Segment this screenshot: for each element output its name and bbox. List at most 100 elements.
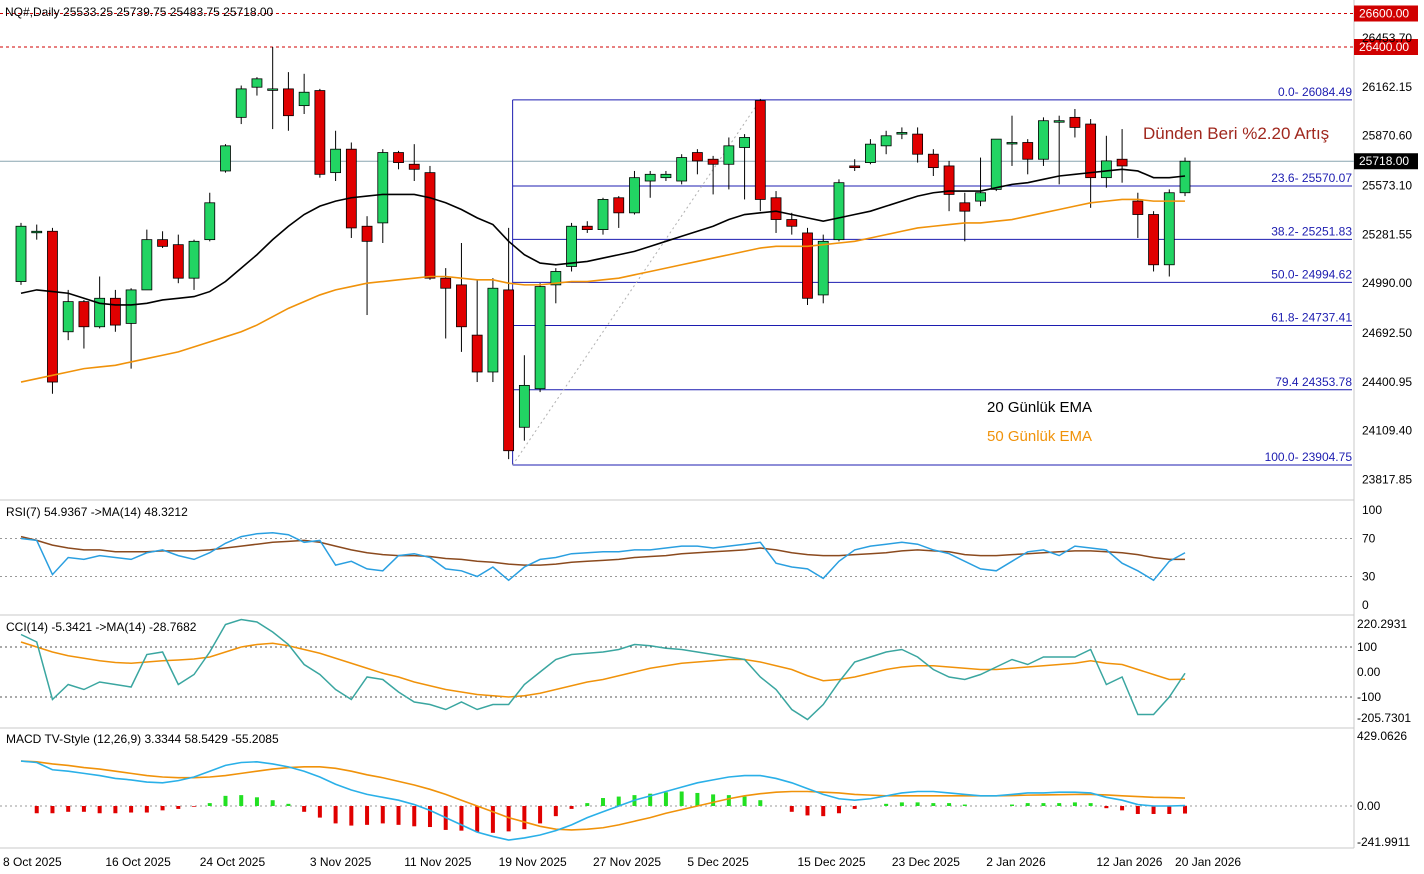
macd-hist-bar-negative (50, 806, 55, 814)
bearish-candle (314, 90, 326, 175)
current-price-tag (1354, 153, 1418, 170)
macd-hist-bar-positive (915, 802, 920, 806)
macd-hist-bar-negative (97, 806, 102, 814)
macd-hist-bar-positive (726, 795, 731, 806)
bullish-candle (990, 138, 1002, 190)
current-price-label: 25718.00 (1359, 154, 1409, 168)
macd-hist-bar-positive (947, 803, 952, 806)
macd-hist-bar-negative (459, 806, 464, 831)
bullish-candle (723, 145, 735, 165)
macd-hist-bar-negative (317, 806, 322, 818)
price-tick-label: 26162.15 (1362, 80, 1412, 94)
bullish-candle (377, 152, 389, 224)
date-tick-label: 2 Jan 2026 (986, 855, 1046, 869)
bullish-candle (94, 297, 106, 328)
bearish-candle (109, 297, 121, 326)
bearish-candle (1148, 214, 1159, 266)
rsi-line (20, 532, 1186, 582)
bullish-candle (298, 91, 310, 107)
macd-hist-bar-positive (1025, 803, 1030, 806)
macd-hist-bar-negative (522, 806, 527, 830)
bearish-candle (927, 153, 939, 169)
price-tag-label: 26400.00 (1359, 40, 1409, 54)
macd-hist-bar-negative (412, 806, 417, 827)
bearish-candle (707, 158, 719, 165)
date-tick-label: 27 Nov 2025 (593, 855, 661, 869)
bearish-candle (1132, 200, 1144, 215)
bullish-candle (518, 384, 530, 428)
macd-hist-bar-positive (931, 803, 936, 806)
macd-hist-bar-positive (270, 800, 275, 806)
macd-hist-bar-positive (679, 791, 684, 806)
macd-hist-bar-negative (789, 806, 794, 812)
ema20-line (20, 168, 1186, 306)
bullish-candle (1053, 120, 1065, 123)
date-tick-label: 24 Oct 2025 (200, 855, 266, 869)
rsi-tick-label: 30 (1362, 570, 1376, 584)
cci-tick-label: 220.2931 (1357, 617, 1407, 631)
macd-hist-bar-negative (333, 806, 338, 824)
date-tick-label: 3 Nov 2025 (310, 855, 372, 869)
bullish-candle (534, 286, 546, 390)
price-tick-label: 23817.85 (1362, 473, 1412, 487)
macd-hist-bar-positive (695, 792, 700, 806)
macd-hist-bar-negative (490, 806, 495, 833)
bullish-candle (62, 301, 74, 333)
ema50-line (20, 198, 1186, 383)
macd-hist-bar-positive (254, 797, 259, 806)
macd-hist-bar-negative (506, 806, 511, 832)
bearish-candle (802, 232, 813, 299)
symbol-label: NQ#,Daily 25533.25 25739.75 25483.75 257… (5, 5, 274, 19)
macd-hist-bar-negative (1183, 806, 1188, 814)
bullish-candle (817, 240, 829, 296)
panel-frames (0, 0, 1355, 849)
macd-hist-bar-positive (585, 803, 590, 806)
date-tick-label: 11 Nov 2025 (404, 855, 471, 869)
bearish-candle (503, 289, 515, 452)
rsi-panel[interactable]: 100 70 30 0 (0, 503, 1382, 612)
cci-line (20, 618, 1186, 721)
bearish-candle (78, 301, 90, 328)
macd-hist-bar-negative (129, 806, 134, 813)
macd-hist-bar-negative (81, 806, 86, 812)
bearish-candle (754, 100, 766, 200)
macd-hist-bar-negative (553, 806, 558, 817)
date-tick-label: 23 Dec 2025 (892, 855, 960, 869)
bullish-candle (1006, 142, 1018, 145)
bullish-candle (141, 239, 153, 291)
bullish-candle (597, 199, 609, 230)
bullish-candle (188, 240, 200, 279)
bearish-candle (440, 277, 452, 289)
bullish-candle (644, 173, 656, 182)
fib-level-label: 0.0- 26084.49 (1278, 85, 1352, 99)
macd-hist-bar-negative (805, 806, 810, 816)
bearish-candle (424, 172, 436, 279)
bullish-candle (31, 230, 43, 234)
macd-hist-bar-positive (1009, 804, 1014, 806)
bearish-candle (691, 152, 703, 162)
bearish-candle (172, 244, 184, 279)
macd-hist-bar-negative (821, 806, 826, 817)
price-panel[interactable]: 0.0- 26084.49 23.6- 25570.07 38.2- 25251.8… (0, 12, 1354, 466)
bullish-candle (566, 225, 577, 267)
macd-hist-bar-positive (663, 792, 668, 806)
bearish-candle (283, 88, 294, 117)
bearish-candle (157, 239, 168, 247)
bullish-candle (739, 137, 750, 148)
date-tick-label: 8 Oct 2025 (3, 855, 62, 869)
macd-hist-bar-negative (113, 806, 118, 814)
cci-panel[interactable]: 220.2931 100 0.00 -100 -205.7301 (0, 617, 1411, 725)
bullish-candle (676, 157, 688, 182)
macd-hist-bar-negative (1120, 806, 1125, 811)
macd-hist-bar-negative (302, 806, 307, 812)
cci-tick-label: 0.00 (1357, 665, 1381, 679)
macd-hist-bar-negative (1104, 806, 1109, 809)
macd-panel[interactable]: 429.0626 0.00 -241.9911 (0, 729, 1410, 849)
bullish-candle (220, 145, 231, 172)
macd-hist-bar-negative (380, 806, 385, 824)
macd-hist-bar-positive (223, 795, 228, 806)
bullish-candle (865, 143, 876, 163)
cci-tick-label: -205.7301 (1357, 711, 1411, 725)
macd-hist-bar-negative (144, 806, 149, 813)
